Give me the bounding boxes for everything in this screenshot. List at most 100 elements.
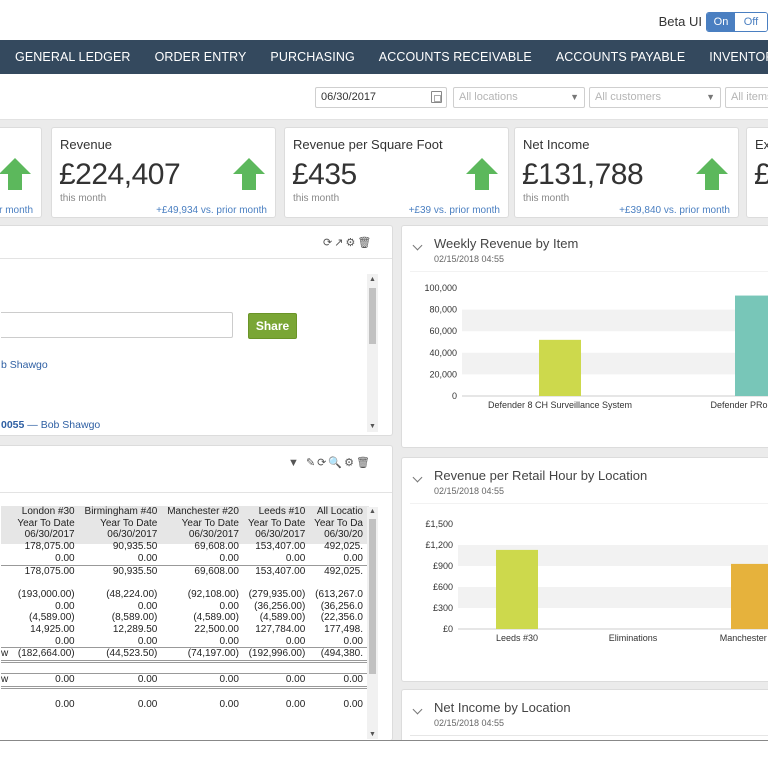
calendar-icon[interactable] [431, 91, 442, 103]
customers-filter[interactable]: All customers ▼ [589, 87, 721, 108]
table-cell: 0.00 [219, 600, 239, 612]
column-date: 06/30/20 [324, 529, 363, 541]
y-tick-label: £600 [433, 582, 453, 592]
search-icon[interactable]: 🔍 [328, 457, 345, 469]
edit-icon[interactable]: ✎ [305, 457, 318, 469]
post-author-link[interactable]: b Shawgo [1, 359, 48, 371]
post-separator: — [24, 419, 41, 431]
nav-general-ledger[interactable]: GENERAL LEDGER [15, 50, 131, 64]
filter-icon[interactable]: ▼ [288, 457, 301, 469]
table-cell [163, 687, 245, 699]
row-label [1, 662, 14, 674]
gear-icon[interactable]: ⚙ [344, 457, 356, 469]
kpi-card-partial-right[interactable]: Ex £ [746, 127, 768, 218]
table-cell [14, 577, 80, 589]
table-row: 0.00 0.00 0.00 0.00 0.00 [1, 553, 369, 566]
y-tick-label: 60,000 [429, 326, 457, 336]
bottom-bar [0, 740, 768, 775]
items-filter[interactable]: All items [725, 87, 768, 108]
table-cell: (613,267.0 [315, 588, 363, 600]
table-cell: (193,000.00) [17, 588, 75, 600]
table-cell: 0.00 [137, 635, 158, 647]
nav-accounts-payable[interactable]: ACCOUNTS PAYABLE [555, 50, 686, 64]
table-cell [311, 687, 369, 699]
kpi-card-partial-left[interactable]: rior month [0, 127, 42, 218]
kpi-card-revenue-per-sqft[interactable]: Revenue per Square Foot £435 this month … [284, 127, 509, 218]
refresh-icon[interactable]: ⟳ [323, 237, 335, 249]
nav-order-entry[interactable]: ORDER ENTRY [154, 50, 247, 64]
feed-scrollbar[interactable]: ▲ ▼ [367, 274, 378, 432]
kpi-delta: rior month [0, 205, 33, 216]
locations-filter-placeholder: All locations [459, 91, 518, 103]
row-label [1, 699, 14, 711]
report-header-row: 06/30/2017 06/30/2017 06/30/2017 06/30/2… [1, 529, 369, 541]
row-label [1, 589, 14, 601]
panel-toolbar: ⟳↗⚙🗑 [323, 236, 373, 249]
column-period: Year To Da [314, 517, 363, 529]
table-cell: 90,935.50 [112, 565, 158, 577]
share-input[interactable] [1, 312, 233, 338]
locations-filter[interactable]: All locations ▼ [453, 87, 585, 108]
trash-icon[interactable]: 🗑 [357, 237, 374, 249]
toggle-off[interactable]: Off [735, 13, 767, 31]
kpi-card-revenue[interactable]: Revenue £224,407 this month +£49,934 vs.… [51, 127, 276, 218]
table-cell: 69,608.00 [194, 541, 239, 553]
date-filter[interactable]: 06/30/2017 [315, 87, 447, 108]
grid-band [462, 352, 768, 375]
refresh-icon[interactable]: ⟳ [317, 457, 329, 469]
nav-inventory-control[interactable]: INVENTORY CONTR [709, 50, 768, 64]
post-author-link[interactable]: Bob Shawgo [40, 419, 101, 431]
table-cell: 90,935.50 [112, 541, 158, 553]
bar [539, 339, 581, 396]
beta-ui-label: Beta UI [658, 14, 702, 29]
table-cell: 178,075.00 [24, 541, 75, 553]
y-tick-label: 20,000 [429, 369, 457, 379]
chart-divider [410, 735, 768, 736]
kpi-value: £224,407 [59, 158, 181, 191]
beta-ui-toggle[interactable]: On Off [706, 12, 768, 32]
table-cell: (4,589.00) [259, 612, 306, 624]
gear-icon[interactable]: ⚙ [345, 237, 358, 249]
table-cell: (192,996.00) [248, 648, 306, 660]
x-tick-label: Leeds #30 [496, 633, 538, 643]
table-cell: (44,523.50) [106, 648, 158, 660]
post-id-link[interactable]: 0055 [1, 419, 25, 431]
chevron-down-icon[interactable] [412, 472, 423, 483]
report-header-row: London #30 Birmingham #40 Manchester #20… [1, 506, 369, 518]
nav-accounts-receivable[interactable]: ACCOUNTS RECEIVABLE [378, 50, 532, 64]
kpi-card-net-income[interactable]: Net Income £131,788 this month +£39,840 … [514, 127, 739, 218]
external-link-icon[interactable]: ↗ [334, 237, 346, 249]
table-cell: 0.00 [55, 673, 75, 685]
chevron-down-icon[interactable] [412, 704, 423, 715]
table-cell: (74,197.00) [187, 648, 239, 660]
share-button[interactable]: Share [248, 313, 297, 339]
report-scrollbar[interactable]: ▲ ▼ [367, 507, 378, 739]
table-cell: 177,498. [324, 624, 363, 636]
column-period: Year To Date [100, 517, 158, 529]
scroll-up-icon[interactable]: ▲ [369, 508, 376, 515]
row-label: w [1, 648, 9, 660]
scroll-down-icon[interactable]: ▼ [369, 731, 376, 738]
y-tick-label: 0 [452, 391, 457, 401]
kpi-value: £435 [292, 158, 357, 191]
scroll-thumb[interactable] [369, 519, 376, 674]
chevron-down-icon[interactable] [412, 240, 423, 251]
kpi-delta: +£39,840 vs. prior month [619, 205, 730, 216]
table-cell: (279,935.00) [248, 588, 306, 600]
trash-icon[interactable]: 🗑 [355, 457, 372, 469]
kpi-value: £131,788 [522, 158, 644, 191]
date-filter-value: 06/30/2017 [321, 91, 377, 103]
chevron-down-icon: ▼ [706, 92, 715, 102]
kpi-period: this month [523, 193, 570, 204]
scroll-thumb[interactable] [369, 288, 376, 344]
nav-purchasing[interactable]: PURCHASING [270, 50, 355, 64]
toggle-on[interactable]: On [707, 13, 735, 31]
weekly-revenue-chart: 0 20,000 40,000 60,000 80,000 100,000 Defender… [410, 271, 768, 410]
table-cell: 492,025. [324, 541, 363, 553]
table-cell: 22,500.00 [194, 624, 239, 636]
row-label [1, 553, 14, 565]
scroll-up-icon[interactable]: ▲ [369, 276, 376, 283]
filter-bar: 06/30/2017 All locations ▼ All customers… [0, 74, 768, 120]
table-cell: (92,108.00) [187, 588, 239, 600]
scroll-down-icon[interactable]: ▼ [369, 423, 376, 430]
